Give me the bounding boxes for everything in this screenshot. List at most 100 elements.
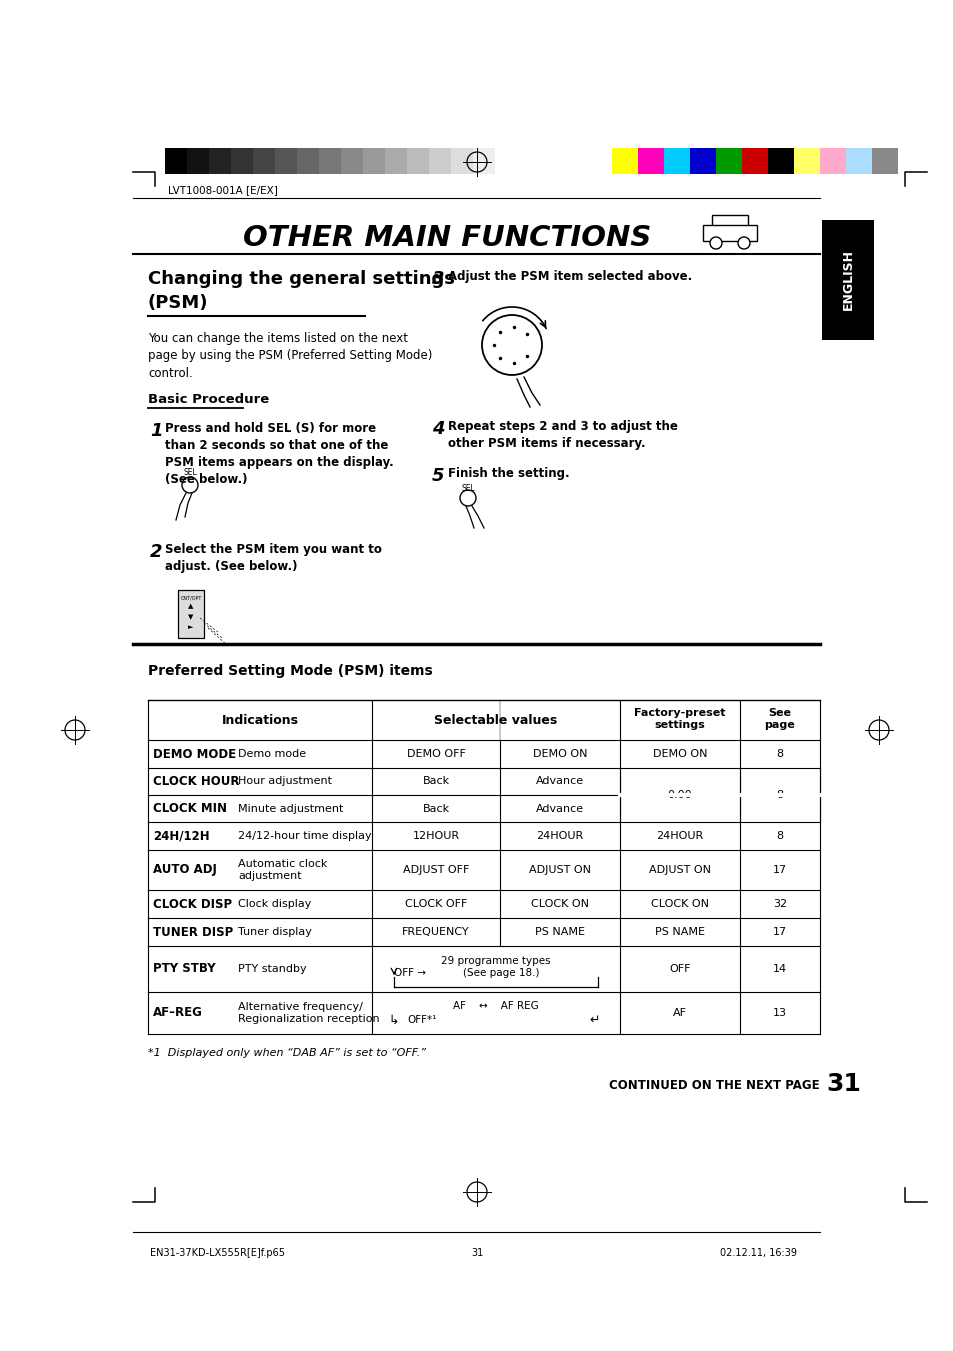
Bar: [845, 149, 871, 174]
Text: DEMO OFF: DEMO OFF: [406, 748, 465, 759]
Bar: [820, 149, 845, 174]
Text: ↵: ↵: [589, 1013, 599, 1027]
Text: 24H/12H: 24H/12H: [152, 830, 210, 843]
Text: ↳: ↳: [388, 1013, 399, 1027]
Text: PS NAME: PS NAME: [535, 927, 584, 938]
Bar: [716, 149, 741, 174]
Bar: [638, 149, 663, 174]
Text: Adjust the PSM item selected above.: Adjust the PSM item selected above.: [448, 270, 692, 282]
Bar: [209, 149, 231, 174]
Text: Hour adjustment: Hour adjustment: [237, 777, 332, 786]
Text: ADJUST ON: ADJUST ON: [529, 865, 590, 875]
Text: (PSM): (PSM): [148, 295, 209, 312]
Text: CLOCK MIN: CLOCK MIN: [152, 802, 227, 815]
Text: Tuner display: Tuner display: [237, 927, 312, 938]
Text: Repeat steps 2 and 3 to adjust the
other PSM items if necessary.: Repeat steps 2 and 3 to adjust the other…: [448, 420, 678, 450]
Text: TUNER DISP: TUNER DISP: [152, 925, 233, 939]
Text: *1  Displayed only when “DAB AF” is set to “OFF.”: *1 Displayed only when “DAB AF” is set t…: [148, 1048, 426, 1058]
Bar: [253, 149, 274, 174]
Text: 32: 32: [772, 898, 786, 909]
Bar: [429, 149, 451, 174]
Text: AUTO ADJ: AUTO ADJ: [152, 863, 216, 877]
Text: 17: 17: [772, 927, 786, 938]
Text: Basic Procedure: Basic Procedure: [148, 393, 269, 407]
Text: 3: 3: [432, 270, 444, 288]
Text: 0:00: 0:00: [667, 790, 692, 800]
Text: 24HOUR: 24HOUR: [536, 831, 583, 842]
Bar: [711, 215, 747, 230]
Text: Minute adjustment: Minute adjustment: [237, 804, 343, 813]
Text: PS NAME: PS NAME: [655, 927, 704, 938]
Text: 8: 8: [776, 790, 782, 800]
Text: CONTINUED ON THE NEXT PAGE: CONTINUED ON THE NEXT PAGE: [609, 1079, 820, 1092]
Text: ADJUST ON: ADJUST ON: [648, 865, 710, 875]
Text: CLOCK ON: CLOCK ON: [531, 898, 588, 909]
Text: 1: 1: [150, 422, 162, 440]
Text: AF    ↔    AF REG: AF ↔ AF REG: [453, 1001, 538, 1011]
Text: 24/12-hour time display: 24/12-hour time display: [237, 831, 372, 842]
Text: SEL: SEL: [183, 467, 196, 477]
Text: ▲: ▲: [188, 603, 193, 609]
Text: ►: ►: [188, 624, 193, 630]
Text: 2: 2: [150, 543, 162, 561]
Text: AF: AF: [672, 1008, 686, 1019]
Bar: [741, 149, 767, 174]
Bar: [363, 149, 385, 174]
Text: DEMO MODE: DEMO MODE: [152, 747, 236, 761]
Bar: [473, 149, 495, 174]
Text: 8: 8: [776, 748, 782, 759]
Text: CLOCK OFF: CLOCK OFF: [404, 898, 467, 909]
Bar: [178, 590, 204, 638]
Text: 24HOUR: 24HOUR: [656, 831, 703, 842]
Text: 5: 5: [432, 467, 444, 485]
Bar: [187, 149, 209, 174]
Text: Press and hold SEL (S) for more
than 2 seconds so that one of the
PSM items appe: Press and hold SEL (S) for more than 2 s…: [165, 422, 394, 486]
Text: Factory-preset
settings: Factory-preset settings: [634, 708, 725, 730]
Text: LVT1008-001A [E/EX]: LVT1008-001A [E/EX]: [168, 185, 277, 195]
Text: OTHER MAIN FUNCTIONS: OTHER MAIN FUNCTIONS: [243, 224, 651, 253]
Text: FREQUENCY: FREQUENCY: [402, 927, 469, 938]
Text: ENGLISH: ENGLISH: [841, 250, 854, 311]
Bar: [451, 149, 473, 174]
Bar: [340, 149, 363, 174]
Text: CLOCK ON: CLOCK ON: [650, 898, 708, 909]
Text: You can change the items listed on the next
page by using the PSM (Preferred Set: You can change the items listed on the n…: [148, 332, 432, 380]
Text: Finish the setting.: Finish the setting.: [448, 467, 569, 480]
Text: CLOCK DISP: CLOCK DISP: [152, 897, 232, 911]
Text: Clock display: Clock display: [237, 898, 311, 909]
Text: Indications: Indications: [221, 713, 298, 727]
Text: EN31-37KD-LX555R[E]f.p65: EN31-37KD-LX555R[E]f.p65: [150, 1248, 285, 1258]
Text: 17: 17: [772, 865, 786, 875]
Text: Select the PSM item you want to
adjust. (See below.): Select the PSM item you want to adjust. …: [165, 543, 381, 573]
Circle shape: [709, 236, 721, 249]
Text: Changing the general settings: Changing the general settings: [148, 270, 455, 288]
Text: 8: 8: [776, 831, 782, 842]
Bar: [663, 149, 689, 174]
Text: Back: Back: [422, 777, 449, 786]
Bar: [231, 149, 253, 174]
Text: Preferred Setting Mode (PSM) items: Preferred Setting Mode (PSM) items: [148, 663, 433, 678]
Bar: [871, 149, 897, 174]
Text: PTY STBY: PTY STBY: [152, 962, 215, 975]
Bar: [821, 220, 873, 340]
Text: CLOCK HOUR: CLOCK HOUR: [152, 775, 239, 788]
Bar: [702, 226, 757, 240]
Text: Advance: Advance: [536, 777, 583, 786]
Text: Selectable values: Selectable values: [434, 713, 558, 727]
Text: 02.12.11, 16:39: 02.12.11, 16:39: [720, 1248, 796, 1258]
Text: CNT/OPT: CNT/OPT: [180, 596, 201, 600]
Text: ADJUST OFF: ADJUST OFF: [402, 865, 469, 875]
Text: Automatic clock
adjustment: Automatic clock adjustment: [237, 859, 327, 881]
Text: 31: 31: [471, 1248, 482, 1258]
Text: 13: 13: [772, 1008, 786, 1019]
Bar: [612, 149, 638, 174]
Text: (See page 18.): (See page 18.): [462, 969, 538, 978]
Bar: [274, 149, 296, 174]
Text: ▼: ▼: [188, 613, 193, 620]
Text: AF–REG: AF–REG: [152, 1006, 203, 1020]
Text: 31: 31: [825, 1071, 860, 1096]
Text: 14: 14: [772, 965, 786, 974]
Text: 4: 4: [432, 420, 444, 438]
Text: DEMO ON: DEMO ON: [532, 748, 587, 759]
Text: OFF: OFF: [669, 965, 690, 974]
